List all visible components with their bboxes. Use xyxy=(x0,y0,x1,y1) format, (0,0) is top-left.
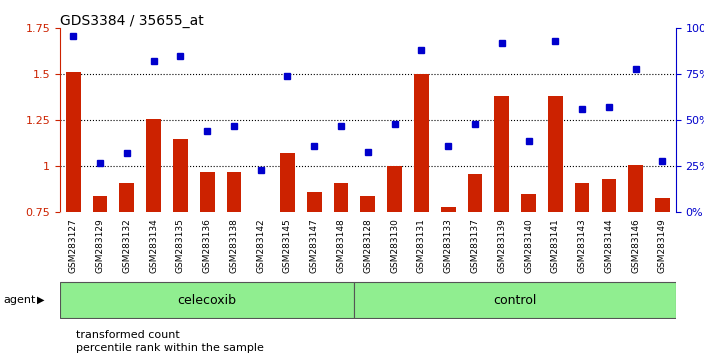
Text: GSM283130: GSM283130 xyxy=(390,218,399,273)
Text: GSM283129: GSM283129 xyxy=(96,218,104,273)
Text: GSM283136: GSM283136 xyxy=(203,218,212,273)
Text: GSM283139: GSM283139 xyxy=(497,218,506,273)
Text: GSM283127: GSM283127 xyxy=(69,218,77,273)
Bar xyxy=(360,196,375,212)
Bar xyxy=(655,198,670,212)
Text: GSM283137: GSM283137 xyxy=(470,218,479,273)
Text: percentile rank within the sample: percentile rank within the sample xyxy=(76,343,264,353)
Bar xyxy=(334,183,348,212)
Text: GSM283131: GSM283131 xyxy=(417,218,426,273)
Text: GSM283134: GSM283134 xyxy=(149,218,158,273)
Bar xyxy=(66,73,80,212)
Text: control: control xyxy=(494,293,537,307)
Text: celecoxib: celecoxib xyxy=(177,293,237,307)
Text: GSM283143: GSM283143 xyxy=(577,218,586,273)
Bar xyxy=(441,207,455,212)
Text: GSM283142: GSM283142 xyxy=(256,218,265,273)
Bar xyxy=(200,172,215,212)
Bar xyxy=(628,165,643,212)
Bar xyxy=(280,154,295,212)
Bar xyxy=(494,96,509,212)
Text: ▶: ▶ xyxy=(37,295,44,305)
Bar xyxy=(173,139,188,212)
Text: GSM283135: GSM283135 xyxy=(176,218,185,273)
Bar xyxy=(601,179,616,212)
Text: transformed count: transformed count xyxy=(76,330,180,339)
Bar xyxy=(146,119,161,212)
Text: agent: agent xyxy=(4,295,36,305)
Bar xyxy=(548,96,562,212)
Bar xyxy=(574,183,589,212)
Text: GSM283132: GSM283132 xyxy=(122,218,132,273)
Text: GSM283145: GSM283145 xyxy=(283,218,292,273)
Bar xyxy=(93,196,108,212)
Bar xyxy=(227,172,241,212)
Bar xyxy=(307,192,322,212)
Text: GSM283147: GSM283147 xyxy=(310,218,319,273)
Bar xyxy=(120,183,134,212)
Bar xyxy=(387,166,402,212)
Text: GSM283128: GSM283128 xyxy=(363,218,372,273)
Text: GSM283140: GSM283140 xyxy=(524,218,533,273)
Text: GSM283146: GSM283146 xyxy=(631,218,640,273)
Text: GSM283133: GSM283133 xyxy=(444,218,453,273)
Text: GSM283149: GSM283149 xyxy=(658,218,667,273)
Bar xyxy=(521,194,536,212)
Text: GSM283148: GSM283148 xyxy=(337,218,346,273)
Bar xyxy=(414,74,429,212)
Text: GDS3384 / 35655_at: GDS3384 / 35655_at xyxy=(60,14,203,28)
Text: GSM283144: GSM283144 xyxy=(604,218,613,273)
Bar xyxy=(467,174,482,212)
Bar xyxy=(60,282,354,318)
Text: GSM283141: GSM283141 xyxy=(551,218,560,273)
Text: GSM283138: GSM283138 xyxy=(230,218,239,273)
Bar xyxy=(354,282,676,318)
